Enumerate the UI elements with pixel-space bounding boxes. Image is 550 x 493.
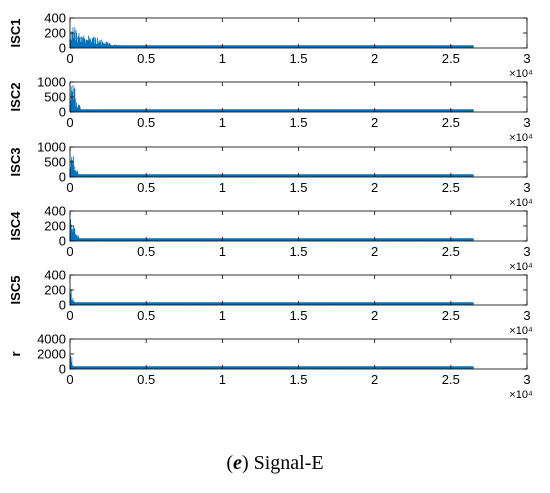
x-tick-label: 1 [219,180,226,195]
y-tick-label: 200 [44,26,66,41]
y-axis-label: ISC1 [8,19,23,48]
x-tick-label: 0 [66,51,73,66]
x-tick-label: 0 [66,180,73,195]
x-tick-label: 2.5 [442,180,460,195]
x-tick-label: 1 [219,244,226,259]
x-tick-label: 2 [371,115,378,130]
x-tick-label: 3 [523,244,530,259]
y-axis-label: ISC2 [8,83,23,112]
x-scale-label: ×10⁴ [509,197,533,209]
x-tick-label: 1.5 [289,180,307,195]
y-tick-label: 0 [59,362,66,377]
x-tick-label: 0.5 [137,244,155,259]
y-tick-label: 200 [44,283,66,298]
series-signal [69,156,474,177]
x-tick-label: 1.5 [289,308,307,323]
y-tick-label: 0 [59,41,66,56]
x-tick-label: 0 [66,308,73,323]
x-tick-label: 0.5 [137,115,155,130]
x-tick-label: 2 [371,308,378,323]
caption-letter: e [233,452,242,474]
y-axis-label: ISC3 [8,148,23,177]
x-tick-label: 3 [523,51,530,66]
x-tick-label: 3 [523,180,530,195]
x-tick-label: 0.5 [137,372,155,387]
x-tick-label: 2 [371,180,378,195]
series-signal [69,27,474,48]
y-axis-label: ISC5 [8,276,23,305]
axes-box [69,146,528,178]
x-scale-label: ×10⁴ [509,68,533,80]
axes-box [69,274,528,306]
x-tick-label: 0.5 [137,51,155,66]
x-tick-label: 2 [371,244,378,259]
y-tick-label: 0 [59,170,66,185]
y-tick-label: 0 [59,234,66,249]
x-tick-label: 1 [219,308,226,323]
y-tick-label: 400 [44,204,66,219]
x-tick-label: 1.5 [289,115,307,130]
x-scale-label: ×10⁴ [509,261,533,273]
x-tick-label: 0 [66,372,73,387]
x-tick-label: 3 [523,115,530,130]
y-tick-label: 2000 [37,347,66,362]
x-tick-label: 1 [219,115,226,130]
y-tick-label: 500 [44,90,66,105]
x-scale-label: ×10⁴ [509,132,533,144]
x-tick-label: 2.5 [442,308,460,323]
x-tick-label: 0 [66,244,73,259]
x-tick-label: 3 [523,372,530,387]
y-tick-label: 0 [59,105,66,120]
x-tick-label: 1.5 [289,372,307,387]
axes-box [69,338,528,370]
caption-text: Signal-E [253,452,324,474]
y-axis-label: ISC4 [8,211,23,241]
x-tick-label: 2 [371,372,378,387]
y-tick-label: 4000 [37,332,66,347]
x-tick-label: 0.5 [137,180,155,195]
x-tick-label: 2.5 [442,51,460,66]
y-tick-label: 400 [44,268,66,283]
x-tick-label: 0 [66,115,73,130]
figure-caption: (e) Signal-E [226,452,324,474]
x-tick-label: 0.5 [137,308,155,323]
axes-box [69,81,528,113]
axes-box [69,210,528,242]
x-tick-label: 2.5 [442,115,460,130]
x-tick-label: 2.5 [442,244,460,259]
x-scale-label: ×10⁴ [509,389,533,401]
x-scale-label: ×10⁴ [509,325,533,337]
x-tick-label: 1.5 [289,244,307,259]
series-signal [69,219,474,241]
y-tick-label: 1000 [37,75,66,90]
x-tick-label: 1.5 [289,51,307,66]
x-tick-label: 1 [219,51,226,66]
y-tick-label: 1000 [37,140,66,155]
x-tick-label: 3 [523,308,530,323]
x-tick-label: 2.5 [442,372,460,387]
y-tick-label: 200 [44,219,66,234]
y-axis-label: r [8,351,23,356]
axes-box [69,17,528,49]
y-tick-label: 400 [44,11,66,26]
series-signal [69,85,473,112]
y-tick-label: 0 [59,298,66,313]
x-tick-label: 1 [219,372,226,387]
y-tick-label: 500 [44,155,66,170]
x-tick-label: 2 [371,51,378,66]
